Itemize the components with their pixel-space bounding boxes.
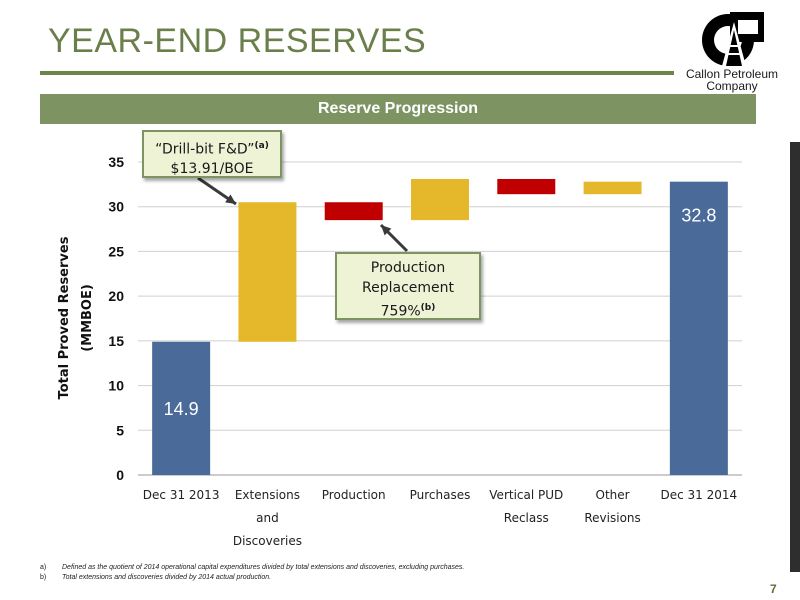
x-tick-label: Production [322, 488, 386, 502]
x-tick-label: Other [596, 488, 630, 502]
x-tick-label: Revisions [584, 511, 640, 525]
x-tick-label: Discoveries [233, 534, 302, 548]
title-rule [40, 71, 674, 75]
y-axis-label: Total Proved Reserves [57, 236, 72, 399]
x-tick-label: Purchases [410, 488, 471, 502]
x-tick-label: Dec 31 2014 [661, 488, 738, 502]
company-logo: Callon Petroleum Company [676, 10, 788, 92]
bar-value-label: 32.8 [681, 206, 716, 226]
y-tick-label: 0 [116, 467, 124, 483]
page-number: 7 [770, 582, 777, 596]
footnote-mark: a) [40, 564, 47, 571]
x-tick-label: Extensions [235, 488, 300, 502]
fd-callout-sup: (a) [254, 141, 269, 151]
fd-callout: “Drill-bit F&D”(a) $13.91/BOE [142, 130, 282, 178]
y-tick-label: 25 [108, 243, 124, 259]
y-tick-label: 35 [108, 154, 124, 170]
x-tick-label: Dec 31 2013 [143, 488, 220, 502]
fd-callout-line2: $13.91/BOE [170, 160, 254, 177]
replacement-callout-sup: (b) [420, 303, 436, 313]
replacement-callout-line2: Replacement [362, 280, 454, 296]
y-tick-label: 10 [108, 378, 124, 394]
footnote-a: a) Defined as the quotient of 2014 operat… [40, 563, 464, 573]
y-axis-label-units: (MMBOE) [80, 284, 95, 352]
replacement-callout-line1: Production [370, 260, 446, 276]
fd-arrow-head [225, 194, 236, 204]
bar-decrease [497, 178, 556, 195]
footnote-b: b) Total extensions and discoveries divid… [40, 573, 464, 583]
x-tick-label: and [256, 511, 279, 525]
footnote-text: Total extensions and discoveries divided… [62, 574, 272, 581]
bar-decrease [324, 202, 383, 221]
replacement-callout-line3: 759% [380, 303, 421, 320]
y-tick-label: 15 [108, 333, 124, 349]
callon-logo-icon [702, 12, 764, 66]
y-tick-label: 20 [108, 288, 124, 304]
bar-total [669, 181, 728, 475]
bar-increase [583, 181, 642, 195]
footnote-text: Defined as the quotient of 2014 operatio… [62, 564, 465, 571]
x-tick-label: Reclass [504, 511, 549, 525]
bar-increase [411, 178, 469, 221]
bar-total [152, 341, 211, 475]
chart-banner: Reserve Progression [40, 94, 756, 124]
logo-text-line1: Callon Petroleum [685, 67, 779, 81]
y-tick-label: 30 [108, 199, 124, 215]
y-tick-label: 5 [116, 422, 124, 438]
logo-text-line2: Company [706, 79, 758, 93]
replacement-callout: Production Replacement 759%(b) [335, 252, 481, 320]
x-tick-label: Vertical PUD [489, 488, 563, 502]
footnote-mark: b) [40, 574, 47, 581]
replacement-arrow-head [381, 225, 392, 236]
bar-value-label: 14.9 [164, 399, 199, 419]
bar-increase [238, 202, 297, 342]
footnotes: a) Defined as the quotient of 2014 operat… [40, 563, 464, 583]
fd-callout-line1: “Drill-bit F&D” [155, 141, 255, 158]
page-title: YEAR-END RESERVES [48, 22, 427, 60]
right-edge-bar [790, 142, 800, 572]
